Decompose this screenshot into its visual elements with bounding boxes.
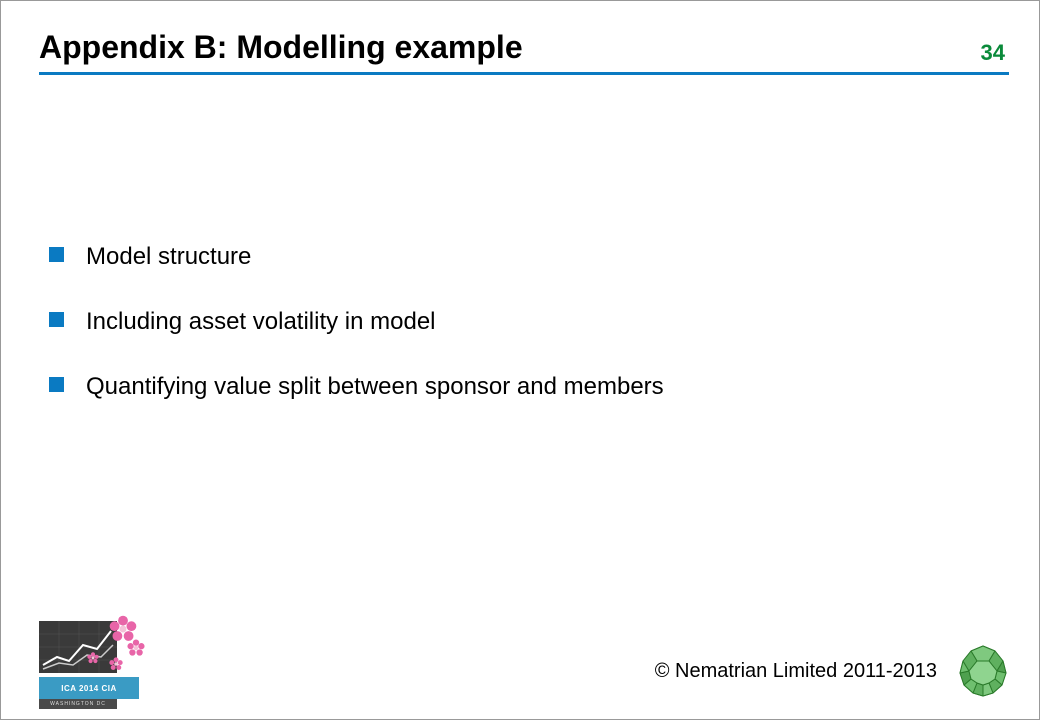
- bullet-square-icon: [49, 377, 64, 392]
- nematrian-logo-icon: [955, 643, 1011, 699]
- logo-main-text: ICA 2014 CIA: [39, 677, 139, 699]
- logo-sub-text: WASHINGTON DC: [39, 699, 117, 709]
- flower-icon: [87, 651, 99, 663]
- slide-footer: ICA 2014 CIA WASHINGTON DC © Nematrian L…: [39, 621, 1011, 699]
- bullet-text: Quantifying value split between sponsor …: [86, 371, 664, 402]
- slide-content: Model structure Including asset volatili…: [49, 241, 979, 437]
- flower-icon: [109, 657, 123, 671]
- flower-icon: [127, 639, 145, 657]
- footer-right-group: © Nematrian Limited 2011-2013: [655, 643, 1011, 699]
- bullet-square-icon: [49, 247, 64, 262]
- bullet-text: Model structure: [86, 241, 251, 272]
- slide-header: Appendix B: Modelling example 34: [39, 29, 1009, 75]
- conference-logo: ICA 2014 CIA WASHINGTON DC: [39, 621, 139, 699]
- page-number: 34: [981, 40, 1009, 66]
- bullet-square-icon: [49, 312, 64, 327]
- copyright-text: © Nematrian Limited 2011-2013: [655, 660, 937, 683]
- logo-chart-bg: [39, 621, 117, 673]
- bullet-item: Including asset volatility in model: [49, 306, 979, 337]
- bullet-text: Including asset volatility in model: [86, 306, 436, 337]
- slide-title: Appendix B: Modelling example: [39, 29, 523, 66]
- bullet-item: Quantifying value split between sponsor …: [49, 371, 979, 402]
- bullet-item: Model structure: [49, 241, 979, 272]
